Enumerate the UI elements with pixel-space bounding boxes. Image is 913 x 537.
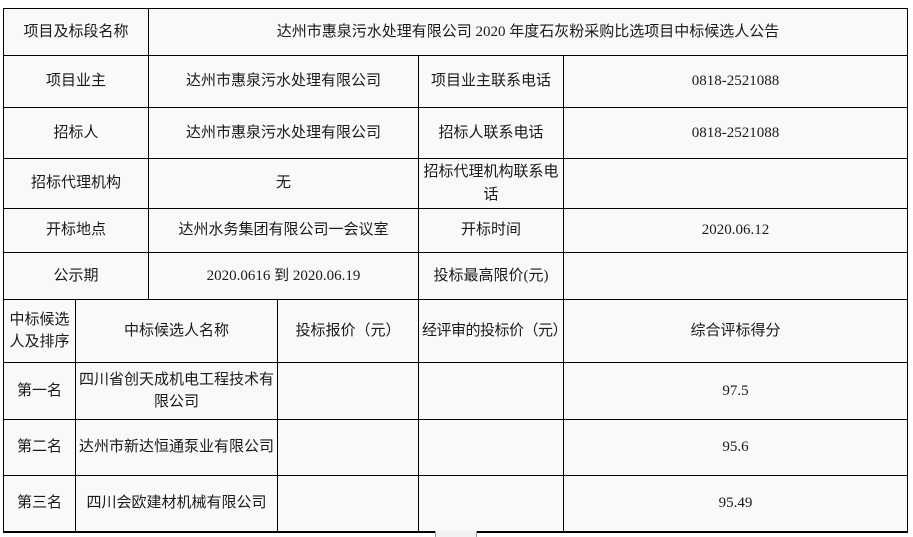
candidate-score: 97.5 xyxy=(563,362,909,420)
agency-phone-label: 招标代理机构联系电话 xyxy=(418,158,565,209)
tenderer-value: 达州市惠泉污水处理有限公司 xyxy=(148,107,420,159)
candidate-bid-price xyxy=(277,475,420,533)
opening-time-value: 2020.06.12 xyxy=(563,208,909,253)
project-owner-phone-value: 0818-2521088 xyxy=(563,55,909,108)
tenderer-phone-label: 招标人联系电话 xyxy=(418,107,565,159)
header-candidate-name: 中标候选人名称 xyxy=(74,299,279,363)
candidate-score: 95.6 xyxy=(563,419,909,476)
tenderer-label: 招标人 xyxy=(2,107,150,159)
project-title-row: 项目及标段名称 达州市惠泉污水处理有限公司 2020 年度石灰粉采购比选项目中标… xyxy=(2,8,909,56)
candidate-evaluated-price xyxy=(418,362,565,420)
table-row: 开标地点 达州水务集团有限公司一会议室 开标时间 2020.06.12 xyxy=(2,208,909,253)
max-price-label: 投标最高限价(元) xyxy=(418,252,565,300)
candidate-bid-price xyxy=(277,362,420,420)
agency-label: 招标代理机构 xyxy=(2,158,150,209)
candidate-rank: 第一名 xyxy=(3,362,76,420)
header-rank: 中标候选人及排序 xyxy=(3,299,76,363)
candidate-name: 四川会欧建材机械有限公司 xyxy=(74,475,279,533)
opening-time-label: 开标时间 xyxy=(418,208,565,253)
candidate-name: 达州市新达恒通泵业有限公司 xyxy=(74,419,279,476)
table-row: 公示期 2020.0616 到 2020.06.19 投标最高限价(元) xyxy=(2,252,909,300)
horizontal-scrollbar-thumb[interactable] xyxy=(435,531,477,537)
candidate-row: 第三名 四川会欧建材机械有限公司 95.49 xyxy=(3,475,909,533)
table-row: 招标人 达州市惠泉污水处理有限公司 招标人联系电话 0818-2521088 xyxy=(2,107,909,159)
tenderer-phone-value: 0818-2521088 xyxy=(563,107,909,159)
project-name-label: 项目及标段名称 xyxy=(2,8,150,56)
header-score: 综合评标得分 xyxy=(563,299,909,363)
project-name-value: 达州市惠泉污水处理有限公司 2020 年度石灰粉采购比选项目中标候选人公告 xyxy=(148,8,909,56)
table-row: 项目业主 达州市惠泉污水处理有限公司 项目业主联系电话 0818-2521088 xyxy=(2,55,909,108)
table-row: 招标代理机构 无 招标代理机构联系电话 xyxy=(2,158,909,209)
candidate-rank: 第三名 xyxy=(3,475,76,533)
opening-place-value: 达州水务集团有限公司一会议室 xyxy=(148,208,420,253)
header-bid-price: 投标报价（元） xyxy=(277,299,420,363)
max-price-value xyxy=(563,252,909,300)
announcement-table: 项目及标段名称 达州市惠泉污水处理有限公司 2020 年度石灰粉采购比选项目中标… xyxy=(2,8,909,533)
candidate-row: 第一名 四川省创天成机电工程技术有限公司 97.5 xyxy=(3,362,909,420)
candidates-header-row: 中标候选人及排序 中标候选人名称 投标报价（元） 经评审的投标价（元） 综合评标… xyxy=(3,299,909,363)
candidate-bid-price xyxy=(277,419,420,476)
candidate-score: 95.49 xyxy=(563,475,909,533)
agency-value: 无 xyxy=(148,158,420,209)
publicity-period-value: 2020.0616 到 2020.06.19 xyxy=(148,252,420,300)
candidate-evaluated-price xyxy=(418,475,565,533)
candidate-row: 第二名 达州市新达恒通泵业有限公司 95.6 xyxy=(3,419,909,476)
header-evaluated-price: 经评审的投标价（元） xyxy=(418,299,565,363)
opening-place-label: 开标地点 xyxy=(2,208,150,253)
agency-phone-value xyxy=(563,158,909,209)
candidate-rank: 第二名 xyxy=(3,419,76,476)
project-owner-value: 达州市惠泉污水处理有限公司 xyxy=(148,55,420,108)
candidate-name: 四川省创天成机电工程技术有限公司 xyxy=(74,362,279,420)
publicity-period-label: 公示期 xyxy=(2,252,150,300)
project-owner-phone-label: 项目业主联系电话 xyxy=(418,55,565,108)
candidate-evaluated-price xyxy=(418,419,565,476)
project-owner-label: 项目业主 xyxy=(2,55,150,108)
